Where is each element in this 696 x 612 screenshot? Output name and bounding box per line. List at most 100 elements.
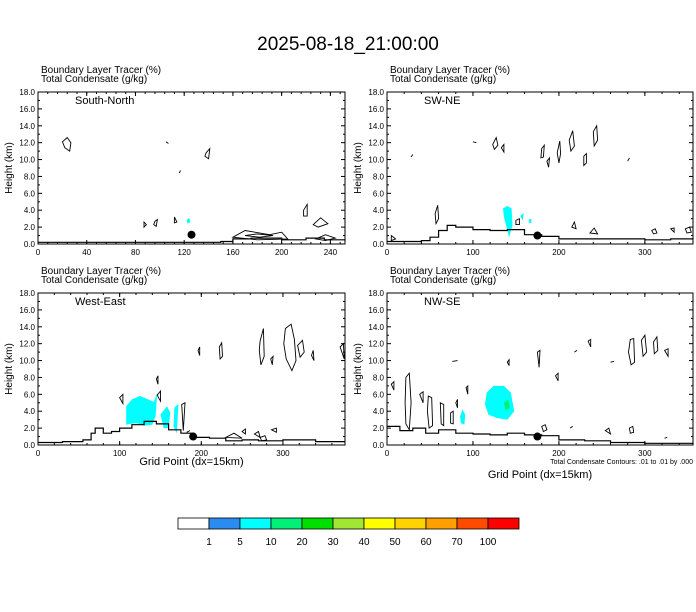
panel-header-condensate: Total Condensate (g/kg) — [41, 74, 147, 85]
y-tick-label: 12.0 — [368, 340, 384, 349]
condensate-contour — [241, 428, 246, 435]
condensate-contour — [515, 217, 520, 226]
y-tick-label: 8.0 — [24, 172, 36, 181]
y-tick-label: 14.0 — [368, 323, 384, 332]
colorbar-swatch — [394, 517, 427, 530]
condensate-contour — [492, 136, 499, 151]
y-tick-label: 0.0 — [24, 240, 36, 249]
condensate-contour — [569, 426, 573, 429]
condensate-contour — [452, 360, 458, 362]
condensate-contour — [506, 358, 510, 366]
condensate-contour — [571, 220, 577, 230]
panel-label: West-East — [75, 296, 126, 308]
plot-area — [387, 92, 693, 244]
condensate-contour — [311, 350, 315, 361]
y-tick-label: 18.0 — [368, 289, 384, 298]
y-tick-label: 8.0 — [24, 373, 36, 382]
y-tick-label: 0.0 — [373, 441, 385, 450]
condensate-contour — [178, 170, 181, 174]
condensate-contour — [653, 335, 659, 355]
y-tick-label: 8.0 — [373, 172, 385, 181]
figure-title: 2025-08-18_21:00:00 — [257, 34, 439, 55]
condensate-contour — [143, 220, 148, 229]
tracer-region — [520, 212, 524, 221]
tracer-region — [485, 385, 515, 420]
condensate-contour — [173, 216, 178, 224]
y-tick-label: 0.0 — [24, 441, 36, 450]
condensate-contour — [546, 156, 551, 168]
x-tick-label: 300 — [638, 449, 652, 458]
condensate-contour — [574, 350, 578, 353]
panel-3: Boundary Layer Tracer (%)Total Condensat… — [4, 266, 346, 468]
panel-label: South-North — [75, 95, 134, 107]
x-tick-label: 0 — [36, 449, 41, 458]
x-tick-label: 200 — [275, 248, 289, 257]
terrain-line — [38, 237, 346, 243]
condensate-contour — [628, 425, 635, 434]
colorbar-swatch — [425, 517, 458, 530]
x-tick-label: 160 — [226, 248, 240, 257]
y-axis-label: Height (km) — [4, 343, 15, 395]
condensate-contour — [465, 384, 469, 395]
y-axis-label: Height (km) — [4, 142, 15, 194]
colorbar-swatch — [208, 517, 241, 530]
y-tick-label: 12.0 — [19, 340, 35, 349]
condensate-contour — [231, 230, 289, 241]
x-tick-label: 100 — [113, 449, 127, 458]
condensate-contour — [426, 395, 434, 429]
terrain-line — [38, 420, 345, 444]
panels: Boundary Layer Tracer (%) Total Condensat… — [4, 65, 694, 481]
x-tick-label: 40 — [82, 248, 91, 257]
y-tick-label: 12.0 — [19, 139, 35, 148]
condensate-contour — [664, 436, 668, 439]
condensate-contour — [610, 360, 615, 363]
location-marker — [189, 432, 198, 441]
contour-footnote: Total Condensate Contours: .01 to .01 by… — [550, 459, 693, 466]
condensate-contour — [259, 435, 268, 442]
condensate-contour — [119, 393, 124, 406]
x-tick-label: 100 — [466, 248, 480, 257]
location-marker — [187, 230, 196, 239]
condensate-contour — [500, 143, 505, 154]
x-axis-label: Grid Point (dx=15km) — [139, 456, 243, 468]
x-tick-label: 120 — [178, 248, 192, 257]
y-tick-label: 4.0 — [373, 206, 385, 215]
condensate-contour — [297, 339, 305, 359]
condensate-contour — [472, 141, 477, 144]
condensate-contour — [663, 347, 669, 358]
y-tick-label: 2.0 — [24, 424, 36, 433]
x-tick-label: 100 — [466, 449, 480, 458]
condensate-contour — [583, 152, 587, 167]
x-tick-label: 200 — [195, 449, 209, 458]
condensate-contour — [410, 154, 414, 158]
location-marker — [533, 231, 542, 240]
condensate-contour — [541, 424, 548, 433]
x-tick-label: 0 — [385, 248, 390, 257]
condensate-contour — [312, 217, 329, 228]
condensate-contour — [224, 432, 243, 439]
location-marker — [533, 432, 542, 441]
condensate-contour — [536, 349, 541, 368]
condensate-contour — [640, 333, 648, 358]
colorbar-label: 40 — [358, 537, 370, 548]
plot-area — [38, 293, 345, 445]
condensate-contour — [434, 205, 440, 226]
panel-header-tracer: Boundary Layer Tracer (%) — [390, 65, 510, 76]
condensate-contour — [218, 341, 223, 360]
x-tick-label: 240 — [324, 248, 338, 257]
condensate-contour — [314, 234, 337, 242]
panel-2: Boundary Layer Tracer (%)Total Condensat… — [353, 65, 694, 257]
condensate-contour — [303, 202, 308, 217]
condensate-contour — [165, 141, 169, 144]
colorbar-swatch — [363, 517, 396, 530]
y-tick-label: 16.0 — [19, 306, 35, 315]
panel-label: SW-NE — [424, 95, 460, 107]
condensate-contour — [455, 399, 458, 408]
condensate-contour — [253, 430, 261, 439]
condensate-contour — [61, 136, 72, 152]
x-tick-label: 300 — [638, 248, 652, 257]
y-tick-label: 2.0 — [373, 223, 385, 232]
condensate-contour — [568, 130, 575, 153]
condensate-contour — [270, 427, 277, 434]
tracer-region — [528, 218, 532, 223]
